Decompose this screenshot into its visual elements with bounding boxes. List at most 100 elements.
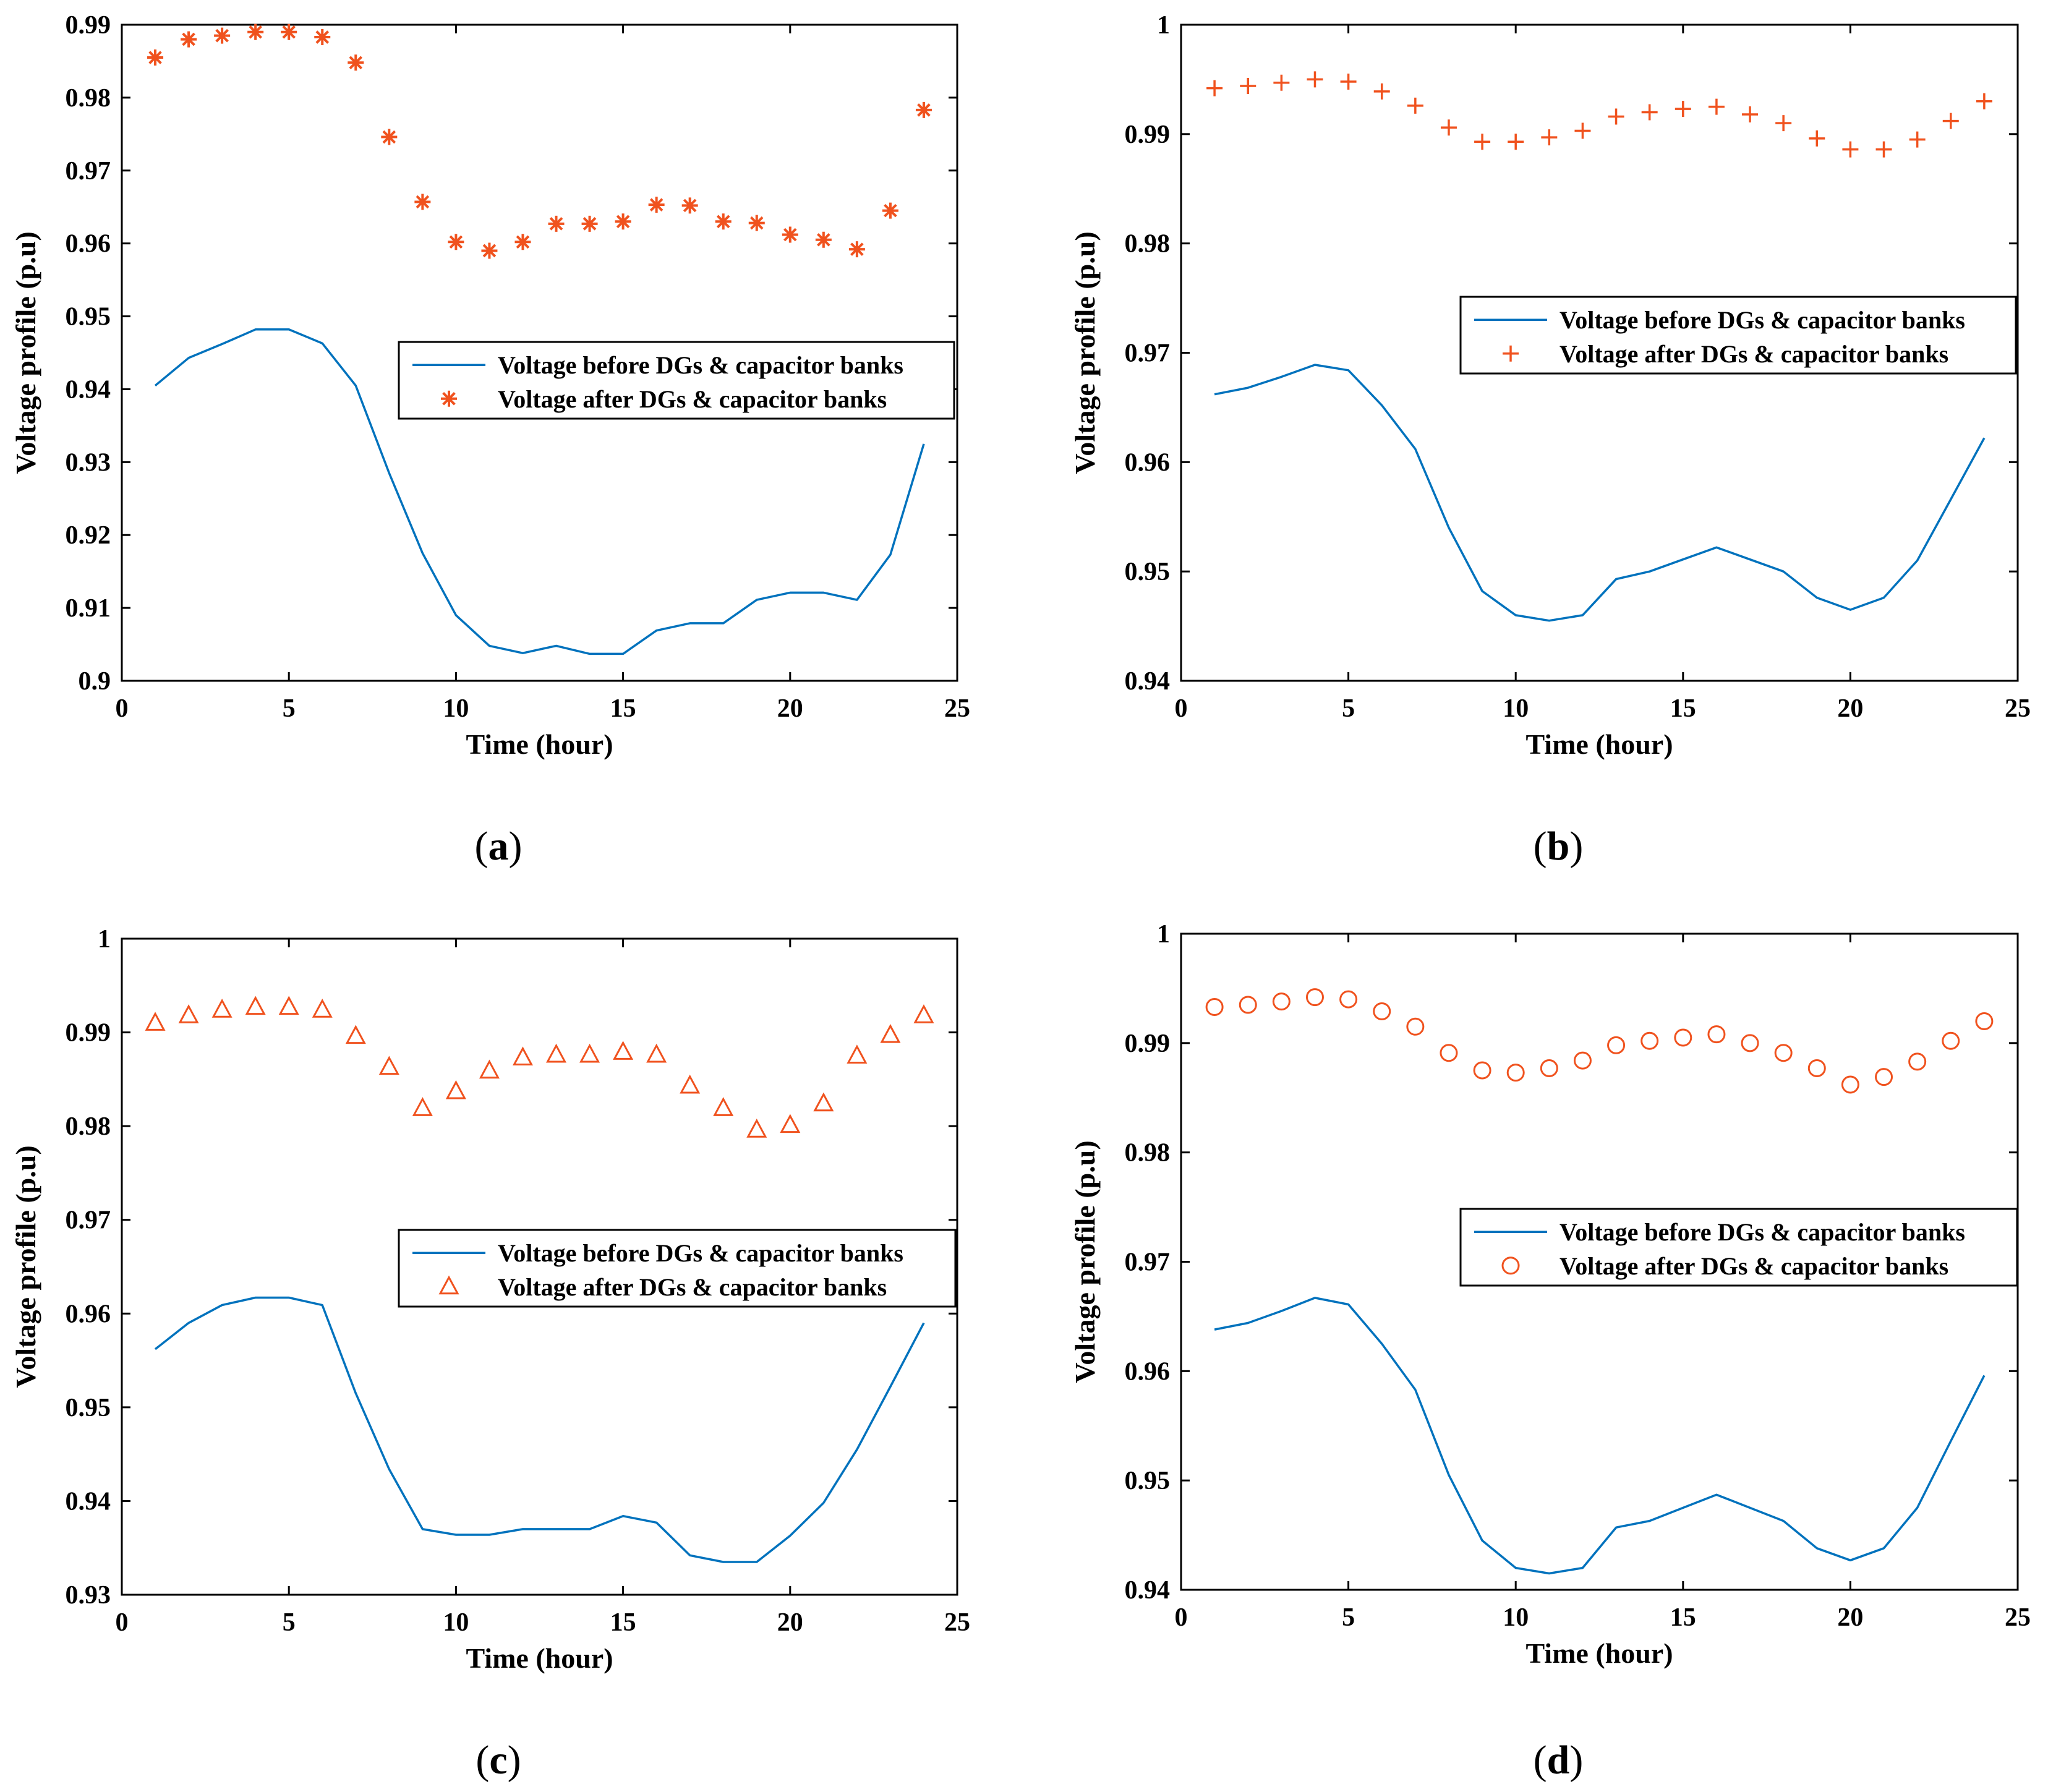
legend-entry-before: Voltage before DGs & capacitor banks xyxy=(1559,1218,1965,1246)
x-tick-label: 15 xyxy=(1670,1603,1696,1632)
data-point-after xyxy=(713,1097,734,1116)
data-point-after xyxy=(1742,106,1759,123)
y-tick-label: 0.99 xyxy=(66,11,111,40)
data-point-after xyxy=(381,129,398,145)
data-point-after xyxy=(348,54,364,71)
x-axis-title: Time (hour) xyxy=(1525,1637,1673,1669)
data-point-after xyxy=(546,1043,567,1063)
x-tick-label: 0 xyxy=(1175,694,1188,723)
x-tick-label: 10 xyxy=(1503,1603,1529,1632)
data-point-after xyxy=(1407,97,1423,114)
data-point-after xyxy=(1674,1028,1692,1047)
x-tick-label: 20 xyxy=(1837,694,1863,723)
data-point-after xyxy=(782,226,798,243)
y-tick-label: 0.96 xyxy=(1125,448,1171,477)
data-point-after xyxy=(1775,115,1792,132)
y-tick-label: 0.91 xyxy=(66,594,111,623)
data-point-after xyxy=(147,49,164,66)
data-point-after xyxy=(1339,990,1358,1009)
series-line-before xyxy=(1214,364,1986,622)
data-point-after xyxy=(1841,1075,1859,1094)
data-point-after xyxy=(1206,80,1223,96)
y-tick-label: 0.92 xyxy=(66,521,111,550)
x-tick-label: 5 xyxy=(283,1608,296,1637)
data-point-after xyxy=(448,234,464,250)
data-point-after xyxy=(1607,1036,1626,1054)
legend-box xyxy=(398,341,955,420)
panel-label-b: (b) xyxy=(1534,824,1584,869)
legend-entry-before: Voltage before DGs & capacitor banks xyxy=(1559,306,1965,334)
data-point-after xyxy=(1205,997,1224,1016)
data-point-after xyxy=(1641,1031,1659,1050)
y-tick-label: 0.98 xyxy=(1125,230,1171,258)
data-point-after xyxy=(214,27,231,44)
data-point-after xyxy=(646,1043,667,1063)
y-tick-label: 0.95 xyxy=(1125,1467,1171,1495)
x-tick-label: 15 xyxy=(1670,694,1696,723)
y-tick-label: 0.96 xyxy=(66,230,111,258)
data-point-after xyxy=(479,1059,500,1079)
data-point-after xyxy=(1508,134,1524,150)
legend-entry-before: Voltage before DGs & capacitor banks xyxy=(498,351,903,379)
x-tick-label: 10 xyxy=(1503,694,1529,723)
legend-marker-swatch xyxy=(438,1275,459,1295)
y-tick-label: 0.99 xyxy=(66,1019,111,1047)
y-tick-label: 0.98 xyxy=(1125,1139,1171,1167)
x-tick-label: 5 xyxy=(1342,1603,1355,1632)
data-point-after xyxy=(613,1041,634,1060)
data-point-after xyxy=(1909,131,1926,148)
y-tick-label: 0.97 xyxy=(66,157,111,186)
chart-panel-b: 0 5 10 15 20 25 0.94 0.95 0.96 0.97 0.98 0.99 1 Time … xyxy=(1069,11,2031,760)
data-point-after xyxy=(1908,1052,1927,1071)
data-point-after xyxy=(1574,122,1591,139)
data-point-after xyxy=(445,1080,466,1099)
legend-entry-after: Voltage after DGs & capacitor banks xyxy=(1559,1252,1948,1280)
y-tick-label: 0.99 xyxy=(1125,121,1171,149)
data-point-after xyxy=(746,1119,767,1138)
y-tick-label: 0.98 xyxy=(66,1112,111,1141)
chart-panel-a: 0 5 10 15 20 25 0.9 0.91 0.92 0.93 0.94 0.95 0.96 0.9… xyxy=(10,11,970,760)
data-point-after xyxy=(1942,113,1959,129)
data-point-after xyxy=(1875,1068,1893,1086)
data-point-after xyxy=(880,1023,901,1043)
data-point-after xyxy=(1307,71,1323,88)
data-point-after xyxy=(314,29,331,46)
data-point-after xyxy=(680,1074,701,1094)
chart-panel-c: 0 5 10 15 20 25 0.93 0.94 0.95 0.96 0.97 0.98 0.99 1 T… xyxy=(10,925,970,1674)
y-tick-label: 0.94 xyxy=(1125,1576,1171,1605)
x-tick-label: 0 xyxy=(1175,1603,1188,1632)
data-point-after xyxy=(1541,129,1558,146)
data-point-after xyxy=(1608,108,1624,125)
data-point-after xyxy=(312,999,333,1018)
data-point-after xyxy=(648,197,665,213)
legend-entry-after: Voltage after DGs & capacitor banks xyxy=(1559,340,1948,368)
data-point-after xyxy=(1540,1059,1558,1078)
x-tick-label: 10 xyxy=(443,694,469,723)
y-axis-title: Voltage profile (p.u) xyxy=(10,1145,41,1388)
x-tick-label: 5 xyxy=(283,694,296,723)
data-point-after xyxy=(247,23,264,40)
legend-marker-swatch xyxy=(1503,345,1519,362)
y-tick-label: 0.97 xyxy=(1125,1248,1171,1277)
legend-marker-swatch xyxy=(441,390,457,407)
data-point-after xyxy=(1272,992,1291,1011)
x-tick-label: 15 xyxy=(610,1608,636,1637)
x-tick-label: 20 xyxy=(777,694,803,723)
y-tick-label: 0.96 xyxy=(1125,1357,1171,1386)
y-tick-label: 0.99 xyxy=(1125,1030,1171,1058)
x-tick-label: 0 xyxy=(116,1608,129,1637)
data-point-after xyxy=(178,1004,199,1023)
data-point-after xyxy=(1774,1044,1793,1062)
chart-panel-d: 0 5 10 15 20 25 0.94 0.95 0.96 0.97 0.98 0.99 1 Time … xyxy=(1069,920,2031,1669)
legend-box xyxy=(1459,1208,2018,1287)
y-tick-label: 0.95 xyxy=(66,1394,111,1422)
data-point-after xyxy=(1975,1012,1994,1030)
data-point-after xyxy=(579,1043,600,1063)
y-tick-label: 0.94 xyxy=(66,375,111,404)
y-axis-title: Voltage profile (p.u) xyxy=(10,231,41,474)
x-tick-label: 20 xyxy=(1837,1603,1863,1632)
data-point-after xyxy=(1842,141,1859,158)
data-point-after xyxy=(1942,1031,1960,1050)
data-point-after xyxy=(245,996,266,1015)
